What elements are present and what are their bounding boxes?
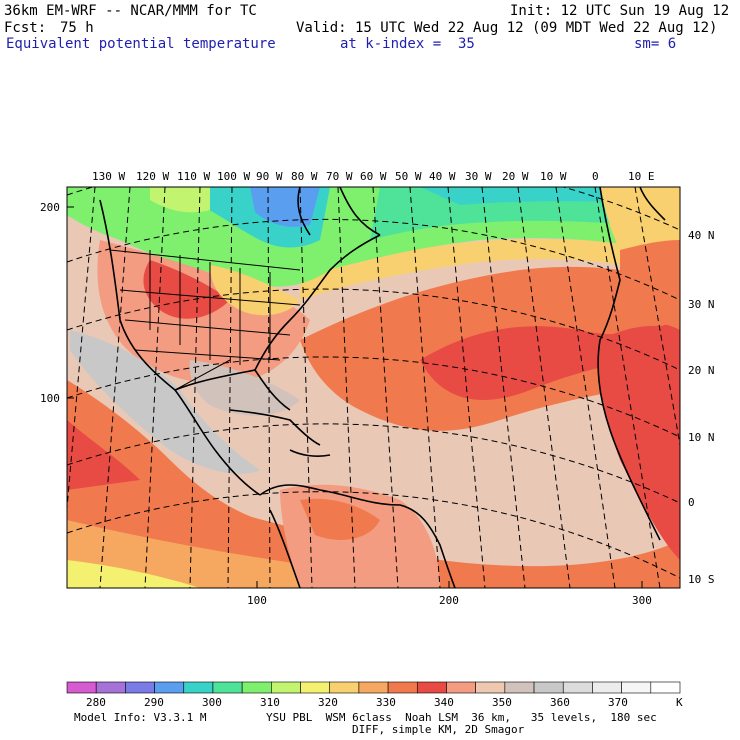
colorbar-swatch [125,681,155,694]
diffusion-info: DIFF, simple KM, 2D Smagor [352,723,525,736]
colorbar [66,681,681,694]
forecast-hours: 75 h [60,20,94,36]
colorbar-swatch [358,681,389,694]
grid-y-label: 200 [40,201,60,214]
colorbar-swatch [66,681,97,694]
top-longitude-labels: 130 W 120 W 110 W 100 W 90 W 80 W 70 W 6… [92,170,655,183]
colorbar-label: 300 [202,696,222,709]
lat-label: 20 N [688,364,715,377]
colorbar-labels: 280 290 300 310 320 330 340 350 360 370 … [86,696,683,709]
grid-x-label: 100 [247,594,267,607]
model-info: Model Info: V3.3.1 M [74,711,207,724]
map-frame [66,186,681,589]
lon-label: 50 W [395,170,422,183]
smoothing-label: sm= 6 [634,36,677,52]
colorbar-swatch [533,681,564,694]
colorbar-label: 340 [434,696,454,709]
right-latitude-labels: 40 N 30 N 20 N 10 N 0 10 S [688,229,715,586]
colorbar-swatch [95,681,126,694]
grid-x-label: 300 [632,594,652,607]
colorbar-label: 330 [376,696,396,709]
colorbar-swatch [416,681,447,694]
lon-label: 120 W [136,170,169,183]
lon-label: 70 W [326,170,353,183]
lat-label: 0 [688,496,695,509]
colorbar-swatch [504,681,535,694]
lon-label: 0 [592,170,599,183]
colorbar-label: 350 [492,696,512,709]
colorbar-swatch [650,681,681,694]
field-name: Equivalent potential temperature [6,36,276,52]
grid-index-labels: 200 100 100 200 300 [40,201,652,607]
longitude-lines [67,187,680,588]
grid-y-label: 100 [40,392,60,405]
valid-time: Valid: 15 UTC Wed 22 Aug 12 (09 MDT Wed … [296,20,718,36]
coastlines [99,187,666,588]
grid-x-label: 200 [439,594,459,607]
colorbar-label: 290 [144,696,164,709]
colorbar-swatch [592,681,622,694]
model-title: 36km EM-WRF -- NCAR/MMM for TC [4,3,257,19]
latitude-lines [67,187,680,579]
lon-label: 10 E [628,170,655,183]
colorbar-label: 280 [86,696,106,709]
lon-label: 90 W [256,170,283,183]
lon-label: 130 W [92,170,125,183]
colorbar-swatch [212,681,243,694]
lon-label: 80 W [291,170,318,183]
init-time: Init: 12 UTC Sun 19 Aug 12 [510,3,730,19]
colorbar-unit: K [676,696,683,709]
colorbar-swatch [271,681,301,694]
lon-label: 10 W [540,170,567,183]
lon-label: 110 W [177,170,210,183]
colorbar-swatch [387,681,418,694]
lat-label: 10 N [688,431,715,444]
colorbar-swatch [300,681,331,694]
colorbar-swatch [446,681,476,694]
colorbar-label: 360 [550,696,570,709]
level-index: at k-index = 35 [340,36,475,52]
physics-info: YSU PBL WSM 6class Noah LSM 36 km, 35 le… [266,711,657,724]
lon-label: 40 W [429,170,456,183]
colorbar-swatch [241,681,272,694]
colorbar-label: 370 [608,696,628,709]
colorbar-label: 320 [318,696,338,709]
forecast-label: Fcst: [4,20,47,36]
lon-label: 100 W [217,170,250,183]
map-field [67,187,680,588]
lat-label: 40 N [688,229,715,242]
colorbar-swatch [329,681,360,694]
colorbar-label: 310 [260,696,280,709]
lon-label: 60 W [360,170,387,183]
political-borders [109,249,301,391]
colorbar-swatch [475,681,506,694]
lat-label: 10 S [688,573,715,586]
lon-label: 30 W [465,170,492,183]
colorbar-swatch [621,681,652,694]
colorbar-swatch [154,681,185,694]
lat-label: 30 N [688,298,715,311]
frame-ticks [67,206,643,588]
colorbar-swatch [183,681,214,694]
lon-label: 20 W [502,170,529,183]
colorbar-swatch [562,681,593,694]
